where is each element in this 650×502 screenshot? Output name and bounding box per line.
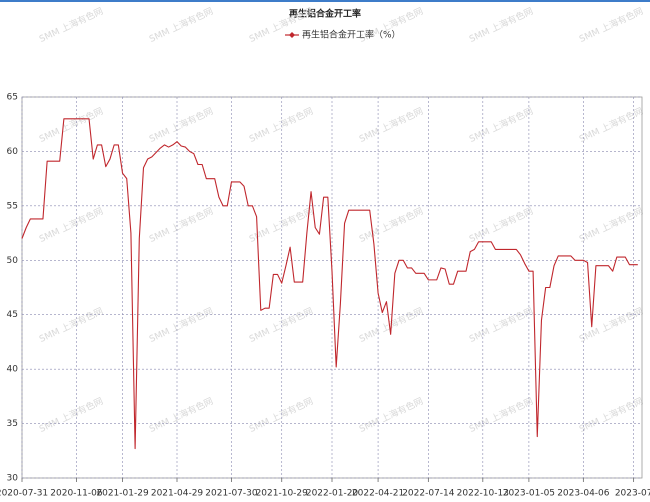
y-tick-label: 55 [7,201,18,211]
x-tick-label: 2021-04-29 [151,489,204,499]
watermark: SMM 上海有色网 [577,305,645,345]
x-tick-label: 2021-10-29 [256,489,309,499]
x-tick-label: 2020-07-31 [0,489,48,499]
y-tick-label: 65 [7,93,18,103]
watermark: SMM 上海有色网 [147,395,215,435]
x-tick-label: 2022-07-14 [402,489,455,499]
watermark: SMM 上海有色网 [37,205,105,245]
watermark: SMM 上海有色网 [467,5,535,45]
y-tick-label: 30 [7,474,19,484]
legend-label: 再生铝合金开工率（%） [302,29,401,41]
watermark: SMM 上海有色网 [247,105,315,145]
watermark: SMM 上海有色网 [37,105,105,145]
watermark: SMM 上海有色网 [147,5,215,45]
watermark: SMM 上海有色网 [577,105,645,145]
x-tick-label: 2021-01-29 [96,489,149,499]
x-tick-label: 2020-11-06 [50,489,103,499]
watermark: SMM 上海有色网 [467,305,535,345]
watermark: SMM 上海有色网 [357,105,425,145]
x-tick-label: 2023-04-06 [557,489,610,499]
y-tick-label: 45 [7,310,18,320]
legend-marker [289,32,295,38]
watermark: SMM 上海有色网 [577,395,645,435]
watermark: SMM 上海有色网 [577,5,645,45]
watermark: SMM 上海有色网 [37,305,105,345]
x-tick-label: 2023-07 [615,489,650,499]
x-tick-label: 2021-07-30 [205,489,258,499]
watermark: SMM 上海有色网 [467,205,535,245]
x-tick-label: 2023-01-05 [503,489,555,499]
watermark: SMM 上海有色网 [37,5,105,45]
watermark: SMM 上海有色网 [147,105,215,145]
y-tick-label: 35 [7,419,18,429]
y-tick-label: 60 [7,147,19,157]
watermark: SMM 上海有色网 [357,395,425,435]
x-tick-label: 2022-01-20 [306,489,359,499]
chart-title: 再生铝合金开工率 [289,8,361,20]
watermark: SMM 上海有色网 [37,395,105,435]
watermark: SMM 上海有色网 [147,205,215,245]
watermark: SMM 上海有色网 [577,205,645,245]
y-tick-label: 40 [7,365,19,375]
series-line [21,118,638,450]
y-tick-label: 50 [7,256,19,266]
x-tick-label: 2022-04-21 [352,489,404,499]
watermark: SMM 上海有色网 [247,305,315,345]
watermark: SMM 上海有色网 [147,305,215,345]
x-tick-label: 2022-10-13 [457,489,509,499]
watermark: SMM 上海有色网 [467,105,535,145]
watermark: SMM 上海有色网 [247,395,315,435]
watermark: SMM 上海有色网 [467,395,535,435]
watermark: SMM 上海有色网 [357,205,425,245]
